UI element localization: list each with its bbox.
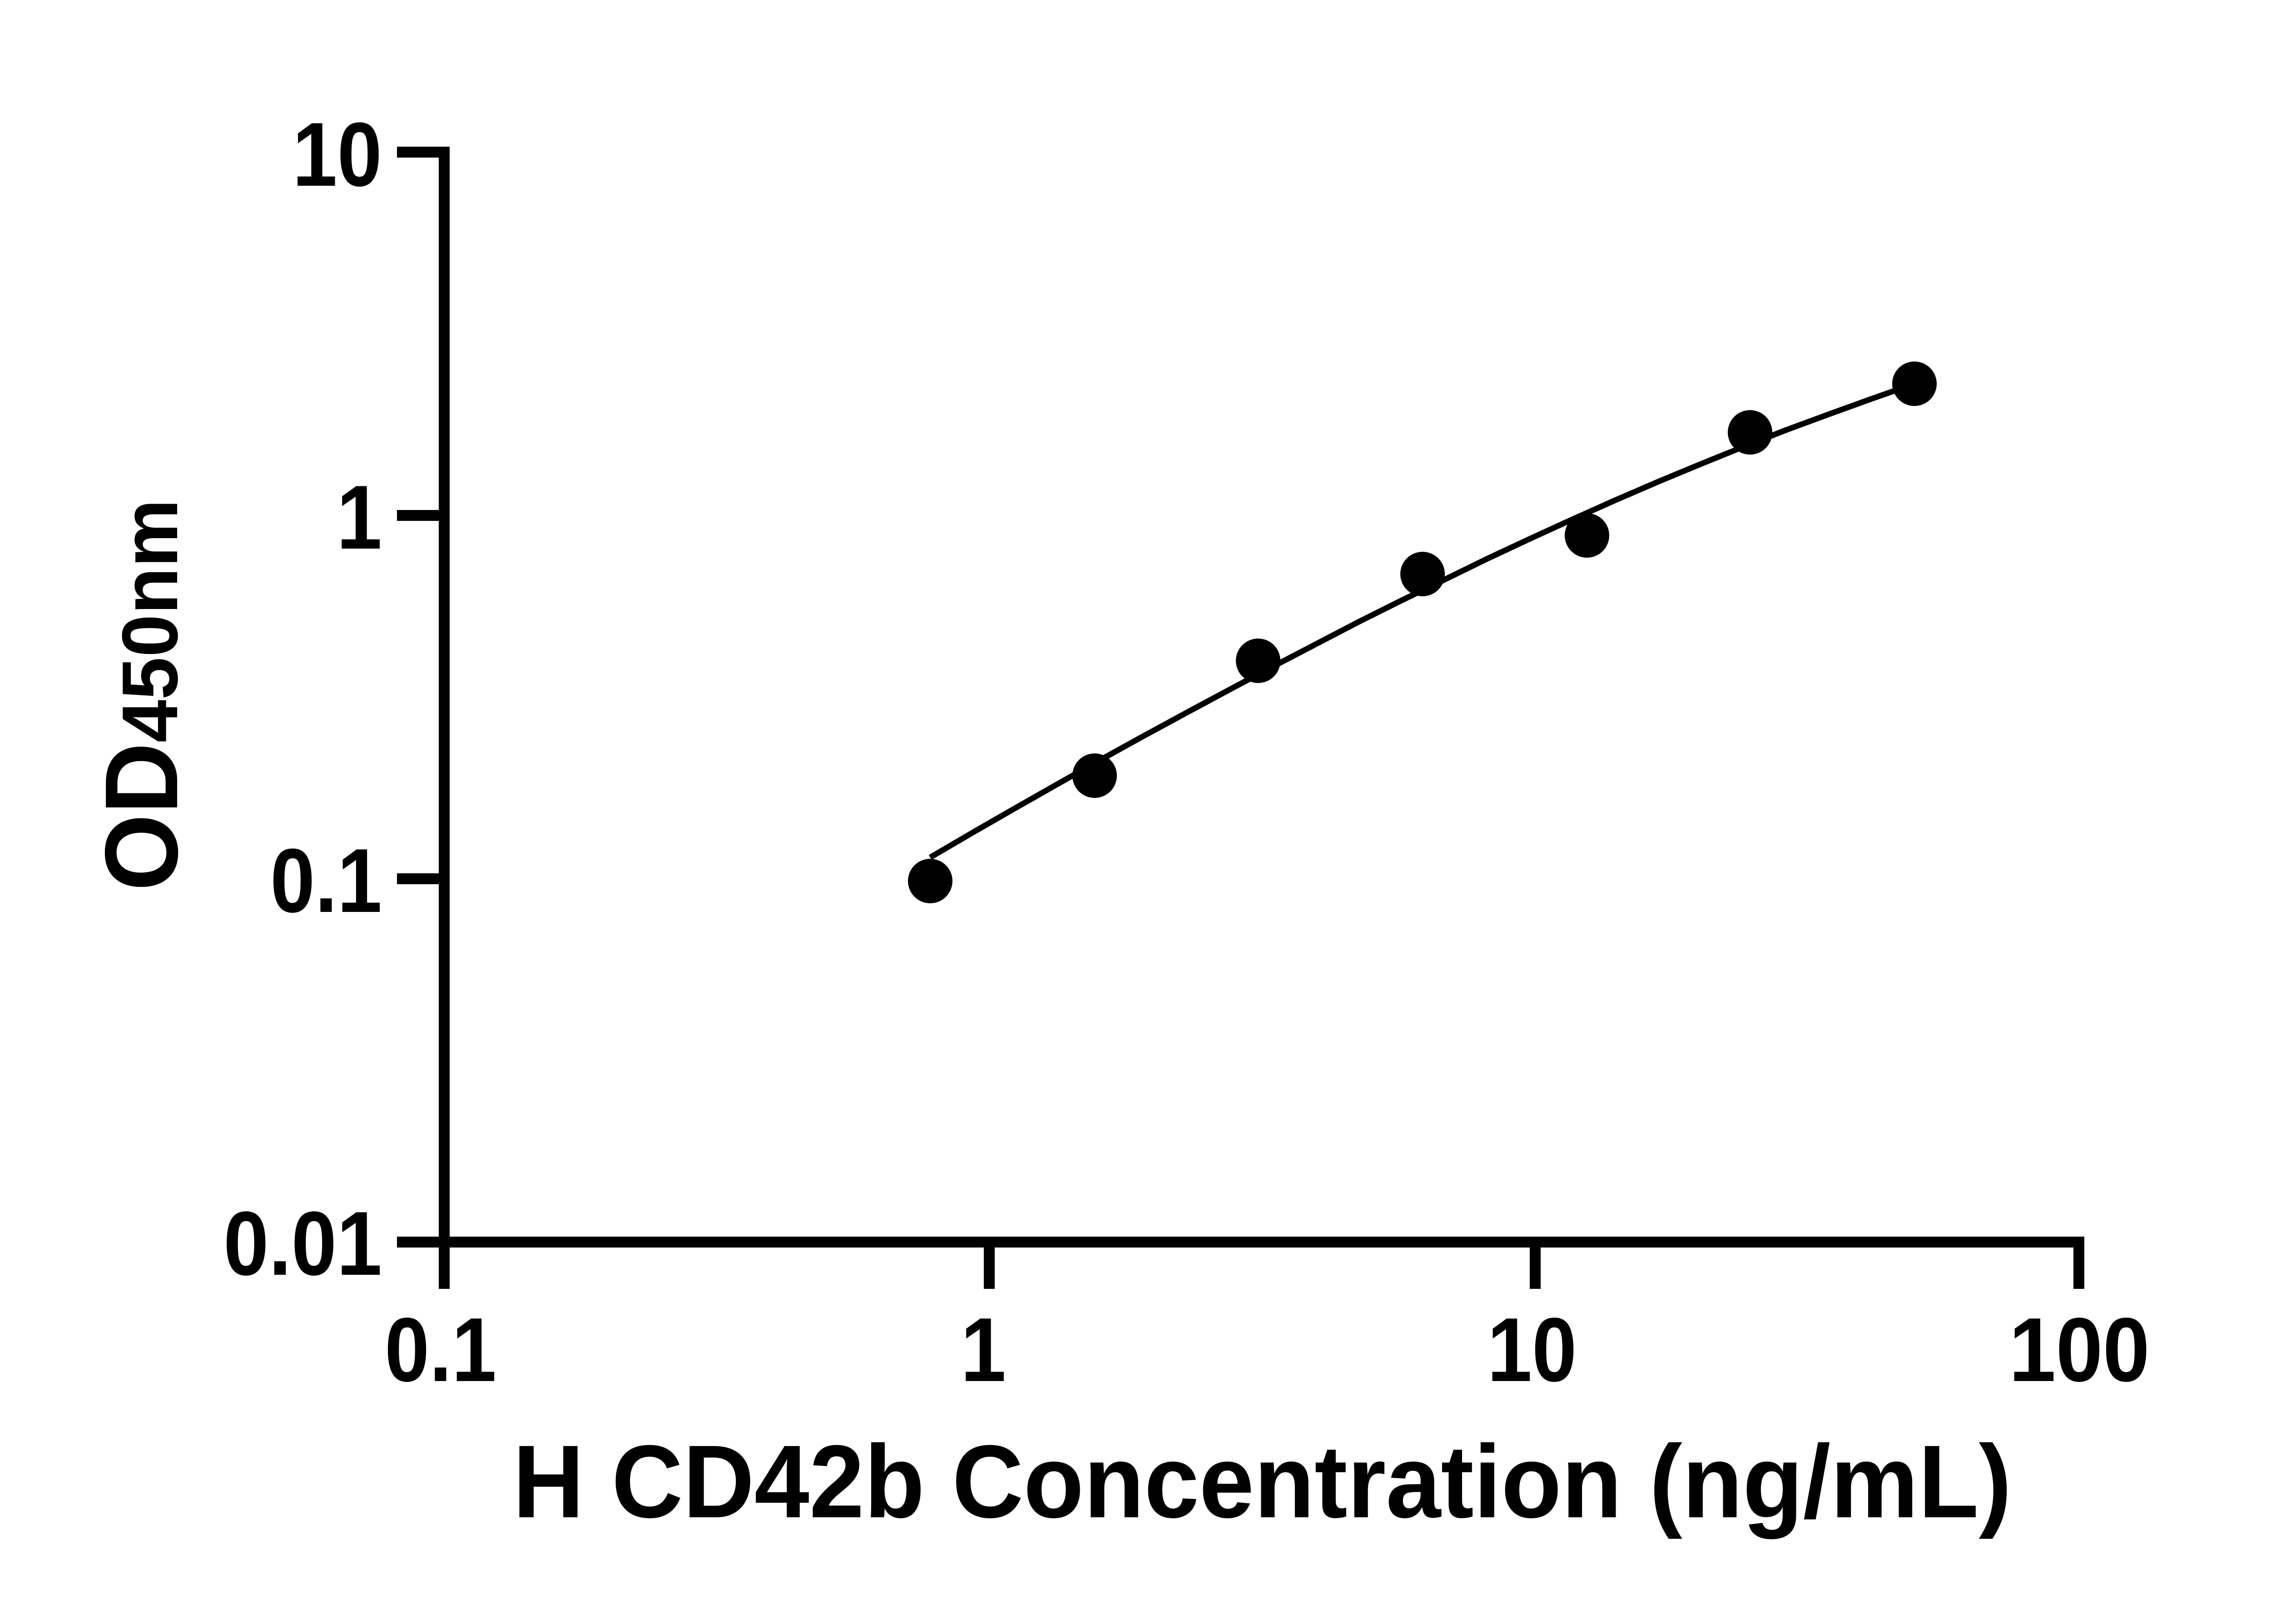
svg-text:0.01: 0.01 (223, 1193, 382, 1294)
svg-text:10: 10 (293, 104, 382, 205)
svg-text:1: 1 (337, 467, 382, 568)
svg-text:450nm: 450nm (105, 499, 194, 743)
svg-text:100: 100 (2009, 1299, 2150, 1401)
svg-text:1: 1 (961, 1299, 1006, 1401)
svg-text:10: 10 (1488, 1299, 1577, 1401)
svg-text:0.1: 0.1 (385, 1299, 496, 1401)
svg-text:OD: OD (84, 743, 199, 891)
svg-text:0.1: 0.1 (270, 830, 382, 931)
svg-text:H CD42b Concentration (ng/mL): H CD42b Concentration (ng/mL) (513, 1424, 2012, 1540)
